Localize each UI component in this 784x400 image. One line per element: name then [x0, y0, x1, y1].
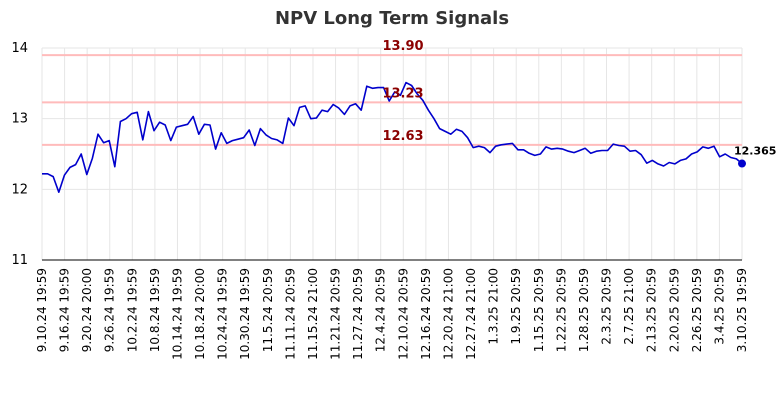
- x-tick-label: 10.14.24 19:59: [170, 268, 184, 360]
- y-tick-label: 11: [11, 253, 28, 268]
- x-tick-label: 12.16.24 20:59: [419, 268, 433, 360]
- x-tick-label: 9.10.24 19:59: [35, 268, 49, 352]
- x-tick-label: 12.27.24 21:00: [464, 268, 478, 360]
- x-tick-label: 2.3.25 20:59: [600, 268, 614, 345]
- horizontal-lines: [42, 54, 742, 146]
- grid-layer: [41, 47, 743, 261]
- x-tick-label: 1.3.25 21:00: [487, 268, 501, 345]
- x-tick-label: 12.4.24 20:59: [374, 268, 388, 352]
- chart-title: NPV Long Term Signals: [274, 8, 510, 29]
- label-layer: 12.365 13.90 13.23 12.63: [382, 39, 776, 157]
- signal-line-label: 13.23: [382, 86, 423, 101]
- series-line: [42, 81, 743, 193]
- signal-line-label: 13.90: [382, 39, 423, 54]
- x-tick-label: 9.26.24 19:59: [103, 268, 117, 352]
- x-tick-label: 1.28.25 20:59: [577, 268, 591, 352]
- x-tick-label: 3.4.25 20:59: [712, 268, 726, 345]
- x-tick-label: 12.20.24 21:00: [441, 268, 455, 360]
- x-tick-label: 2.20.25 20:59: [667, 268, 681, 352]
- y-tick-label: 14: [11, 41, 28, 56]
- x-tick-label: 11.15.24 21:00: [306, 268, 320, 360]
- x-tick-label: 10.24.24 19:59: [216, 268, 230, 360]
- last-point-marker: [738, 159, 746, 168]
- y-tick-label: 12: [11, 182, 28, 197]
- x-tick-label: 10.30.24 19:59: [238, 268, 252, 360]
- x-tick-label: 11.5.24 20:59: [261, 268, 275, 352]
- x-tick-label: 2.26.25 20:59: [690, 268, 704, 352]
- y-tick-label: 13: [11, 112, 28, 127]
- x-tick-label: 2.7.25 21:00: [622, 268, 636, 345]
- x-tick-label: 1.9.25 20:59: [509, 268, 523, 345]
- x-tick-label: 3.10.25 19:59: [735, 268, 749, 352]
- x-tick-label: 12.10.24 20:59: [396, 268, 410, 360]
- signal-line-label: 12.63: [382, 129, 423, 144]
- x-tick-label: 11.27.24 20:59: [351, 268, 365, 360]
- x-tick-label: 10.8.24 19:59: [148, 268, 162, 352]
- x-tick-label: 1.15.25 20:59: [532, 268, 546, 352]
- axis-layer: 11 12 13 14 9.10.24 19:59 9.16.24 19:59 9.20.2…: [11, 41, 749, 360]
- last-value-label: 12.365: [734, 145, 776, 158]
- x-tick-label: 2.13.25 20:59: [645, 268, 659, 352]
- x-tick-label: 10.2.24 19:59: [125, 268, 139, 352]
- x-tick-label: 1.22.25 20:59: [554, 268, 568, 352]
- x-tick-label: 11.21.24 20:59: [329, 268, 343, 360]
- x-tick-label: 9.20.24 20:00: [80, 268, 94, 352]
- series-layer: [42, 81, 746, 193]
- x-tick-label: 11.11.24 20:59: [283, 268, 297, 360]
- x-tick-label: 10.18.24 20:00: [193, 268, 207, 360]
- x-tick-label: 9.16.24 19:59: [58, 268, 72, 352]
